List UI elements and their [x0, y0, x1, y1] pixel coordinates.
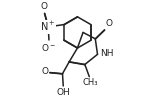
Text: O: O	[41, 2, 48, 11]
Text: CH₃: CH₃	[82, 79, 98, 88]
Text: O: O	[41, 67, 48, 76]
Text: NH: NH	[100, 49, 114, 58]
Text: O: O	[106, 19, 113, 28]
Text: N$^+$: N$^+$	[40, 20, 56, 33]
Text: O$^-$: O$^-$	[41, 42, 56, 53]
Text: OH: OH	[57, 88, 70, 97]
